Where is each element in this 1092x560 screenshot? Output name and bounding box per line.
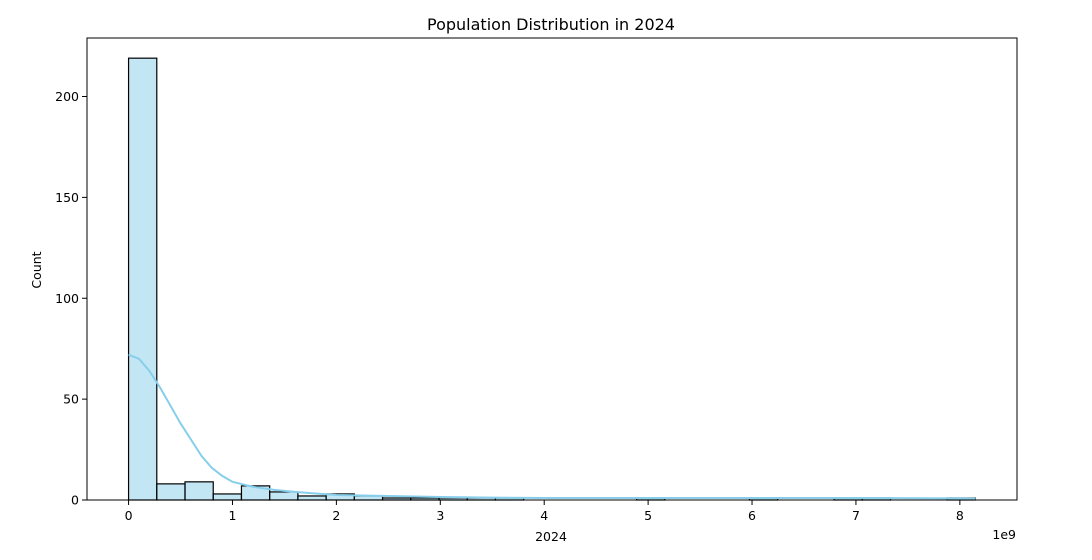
histogram-bar xyxy=(184,481,214,501)
kde-curve xyxy=(128,353,976,500)
y-tick-label: 150 xyxy=(55,190,79,205)
y-tick-label: 200 xyxy=(55,89,79,104)
x-tick-label: 5 xyxy=(644,508,652,523)
x-axis-ticks: 0 1 2 3 4 5 6 7 8 xyxy=(125,500,964,523)
x-axis-label: 2024 xyxy=(535,529,567,544)
x-tick-label: 2 xyxy=(332,508,340,523)
x-tick-label: 7 xyxy=(852,508,860,523)
histogram-bar xyxy=(127,57,158,501)
histogram-bar xyxy=(156,483,186,501)
x-axis-offset-label: 1e9 xyxy=(992,527,1016,542)
plot-frame xyxy=(86,37,1018,501)
x-tick-label: 8 xyxy=(956,508,964,523)
y-axis-label: Count xyxy=(29,251,44,288)
histogram-bars xyxy=(127,57,976,501)
x-tick-label: 3 xyxy=(436,508,444,523)
x-tick-label: 1 xyxy=(228,508,236,523)
histogram-bar xyxy=(269,491,299,501)
histogram-bar xyxy=(212,493,243,501)
y-axis-ticks: 0 50 100 150 200 xyxy=(55,89,87,508)
x-tick-label: 6 xyxy=(748,508,756,523)
chart-title: Population Distribution in 2024 xyxy=(427,15,675,34)
x-tick-label: 0 xyxy=(125,508,133,523)
histogram-bar xyxy=(297,495,327,501)
y-tick-label: 50 xyxy=(63,392,79,407)
y-tick-label: 100 xyxy=(55,291,79,306)
x-tick-label: 4 xyxy=(540,508,548,523)
y-tick-label: 0 xyxy=(71,493,79,508)
